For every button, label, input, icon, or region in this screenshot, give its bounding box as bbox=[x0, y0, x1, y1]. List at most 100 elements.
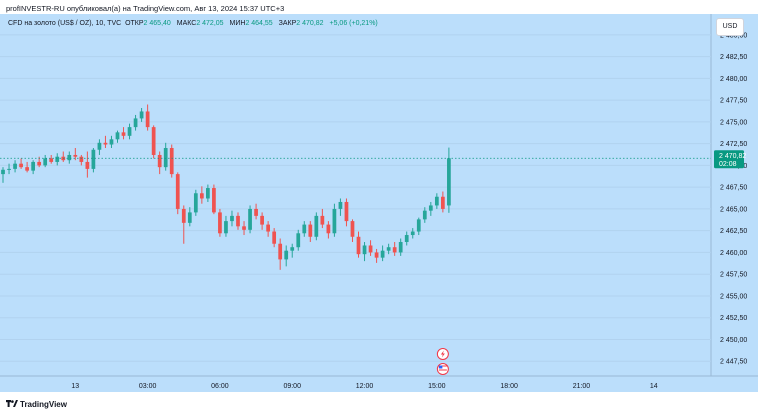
y-tick-label: 2 467,50 bbox=[720, 185, 747, 192]
candle-body bbox=[187, 212, 192, 223]
candle-body bbox=[85, 161, 90, 169]
candle-body bbox=[169, 148, 174, 175]
publish-line: profINVESTR-RU опубликовал(а) на Trading… bbox=[6, 4, 285, 13]
legend-change-value: +5,06 (+0,21%) bbox=[329, 20, 378, 27]
candle-body bbox=[374, 252, 379, 258]
chart-frame[interactable]: 2 447,50 2 450,00 2 452,50 2 455,00 2 457,50… bbox=[0, 14, 758, 392]
y-tick-label: 2 465,00 bbox=[720, 206, 747, 213]
candle-body bbox=[416, 219, 421, 232]
y-tick-label: 2 455,00 bbox=[720, 293, 747, 300]
candle-body bbox=[350, 221, 355, 237]
x-tick-label: 15:00 bbox=[428, 383, 446, 390]
y-tick-label: 2 472,50 bbox=[720, 141, 747, 148]
candle-body bbox=[404, 235, 409, 242]
ohlc-legend[interactable]: CFD на золото (US$ / OZ), 10, TVC ОТКР2 … bbox=[8, 20, 382, 27]
x-tick-label: 06:00 bbox=[211, 383, 229, 390]
candle-body bbox=[31, 161, 36, 171]
candle-body bbox=[1, 169, 5, 175]
y-tick-label: 2 452,50 bbox=[720, 315, 747, 322]
y-tick-label: 2 475,00 bbox=[720, 119, 747, 126]
x-tick-label: 12:00 bbox=[356, 383, 374, 390]
candle-body bbox=[103, 142, 108, 145]
candle-body bbox=[37, 161, 42, 166]
y-tick-label: 2 480,00 bbox=[720, 76, 747, 83]
legend-close-value: 2 470,82 bbox=[296, 20, 324, 27]
candle-body bbox=[218, 212, 222, 234]
candle-body bbox=[206, 188, 210, 199]
candle-body bbox=[332, 208, 337, 234]
candle-body bbox=[79, 156, 84, 162]
candle-body bbox=[248, 208, 252, 230]
candle-body bbox=[19, 163, 23, 168]
candle-layer bbox=[1, 104, 451, 270]
candle-body bbox=[212, 188, 216, 213]
candle-body bbox=[199, 193, 204, 199]
tradingview-brand[interactable]: TradingView bbox=[20, 400, 67, 409]
x-tick-label: 18:00 bbox=[500, 383, 518, 390]
candle-body bbox=[398, 241, 403, 253]
us-flag-icon[interactable] bbox=[436, 363, 449, 375]
legend-low-label: МИН bbox=[229, 20, 246, 27]
candle-body bbox=[236, 215, 240, 227]
candle-body bbox=[302, 224, 307, 234]
y-tick-label: 2 462,50 bbox=[720, 228, 747, 235]
candle-body bbox=[260, 215, 264, 225]
candle-body bbox=[109, 139, 114, 145]
candle-body bbox=[175, 174, 180, 209]
x-tick-label: 03:00 bbox=[139, 383, 157, 390]
candle-body bbox=[163, 148, 168, 168]
candle-body bbox=[428, 205, 433, 211]
last-price-value: 2 470,82 bbox=[719, 153, 746, 160]
y-tick-label: 2 457,50 bbox=[720, 272, 747, 279]
candle-body bbox=[73, 154, 78, 157]
y-tick-label: 2 477,50 bbox=[720, 98, 747, 105]
candle-body bbox=[422, 210, 427, 220]
candle-body bbox=[362, 245, 367, 255]
legend-high-value: 2 472,05 bbox=[196, 20, 224, 27]
time-scale[interactable]: 13 03:00 06:00 09:00 12:00 15:00 18:00 21:00 14 bbox=[71, 383, 657, 390]
currency-button[interactable]: USD bbox=[716, 18, 744, 36]
x-tick-label: 13 bbox=[71, 383, 79, 390]
candle-body bbox=[326, 224, 331, 234]
candle-body bbox=[91, 149, 96, 169]
candle-body bbox=[278, 243, 283, 260]
candle-body bbox=[392, 247, 397, 253]
tradingview-logo-icon[interactable] bbox=[6, 400, 18, 409]
candle-body bbox=[368, 245, 373, 253]
lightning-icon[interactable] bbox=[436, 348, 449, 360]
candle-body bbox=[338, 201, 343, 209]
candle-body bbox=[115, 132, 120, 140]
candle-body bbox=[151, 127, 156, 155]
candle-body bbox=[290, 247, 295, 251]
last-price-badge bbox=[714, 150, 744, 169]
footer-bar: TradingView bbox=[0, 392, 758, 416]
candle-body bbox=[97, 142, 102, 150]
event-markers bbox=[436, 348, 449, 375]
chart-background bbox=[0, 14, 758, 392]
y-tick-label: 2 460,00 bbox=[720, 250, 747, 257]
candle-body bbox=[133, 118, 138, 128]
chart-plot[interactable]: 2 447,50 2 450,00 2 452,50 2 455,00 2 457,50… bbox=[0, 14, 758, 392]
candle-body bbox=[193, 193, 198, 213]
candle-body bbox=[447, 158, 451, 206]
candle-body bbox=[67, 154, 72, 161]
candle-body bbox=[314, 215, 319, 237]
legend-open-value: 2 465,40 bbox=[143, 20, 171, 27]
candle-body bbox=[434, 196, 439, 206]
candle-body bbox=[145, 111, 150, 128]
legend-close-label: ЗАКР bbox=[278, 20, 297, 27]
last-price-countdown: 02:08 bbox=[719, 161, 737, 168]
candle-body bbox=[272, 231, 277, 244]
legend-high-label: МАКС bbox=[176, 20, 197, 27]
candle-body bbox=[13, 163, 17, 169]
candle-body bbox=[224, 221, 228, 234]
legend-low-value: 2 464,55 bbox=[245, 20, 273, 27]
candle-body bbox=[230, 215, 234, 222]
candle-body bbox=[139, 111, 144, 119]
candle-body bbox=[284, 250, 289, 260]
legend-symbol[interactable]: CFD на золото (US$ / OZ), 10, TVC bbox=[8, 20, 122, 27]
candle-body bbox=[254, 208, 258, 216]
candle-body bbox=[157, 154, 162, 168]
x-tick-label: 09:00 bbox=[283, 383, 301, 390]
